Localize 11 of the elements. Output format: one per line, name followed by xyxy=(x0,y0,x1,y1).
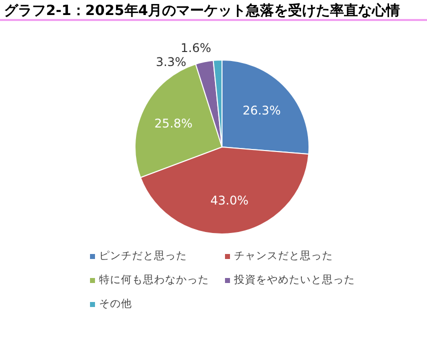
chart-title: グラフ2-1：2025年4月のマーケット急落を受けた率直な心情 xyxy=(4,2,400,20)
legend-label: その他 xyxy=(99,297,132,311)
legend-label: ピンチだと思った xyxy=(99,249,187,263)
legend-label: 特に何も思わなかった xyxy=(99,273,209,287)
legend-label: チャンスだと思った xyxy=(234,249,333,263)
legend-label: 投資をやめたいと思った xyxy=(234,273,355,287)
data-label: 43.0% xyxy=(210,193,248,208)
data-label: 26.3% xyxy=(242,103,281,118)
data-label: 1.6% xyxy=(180,41,212,56)
data-label: 3.3% xyxy=(156,55,186,70)
data-label: 25.8% xyxy=(154,116,193,130)
